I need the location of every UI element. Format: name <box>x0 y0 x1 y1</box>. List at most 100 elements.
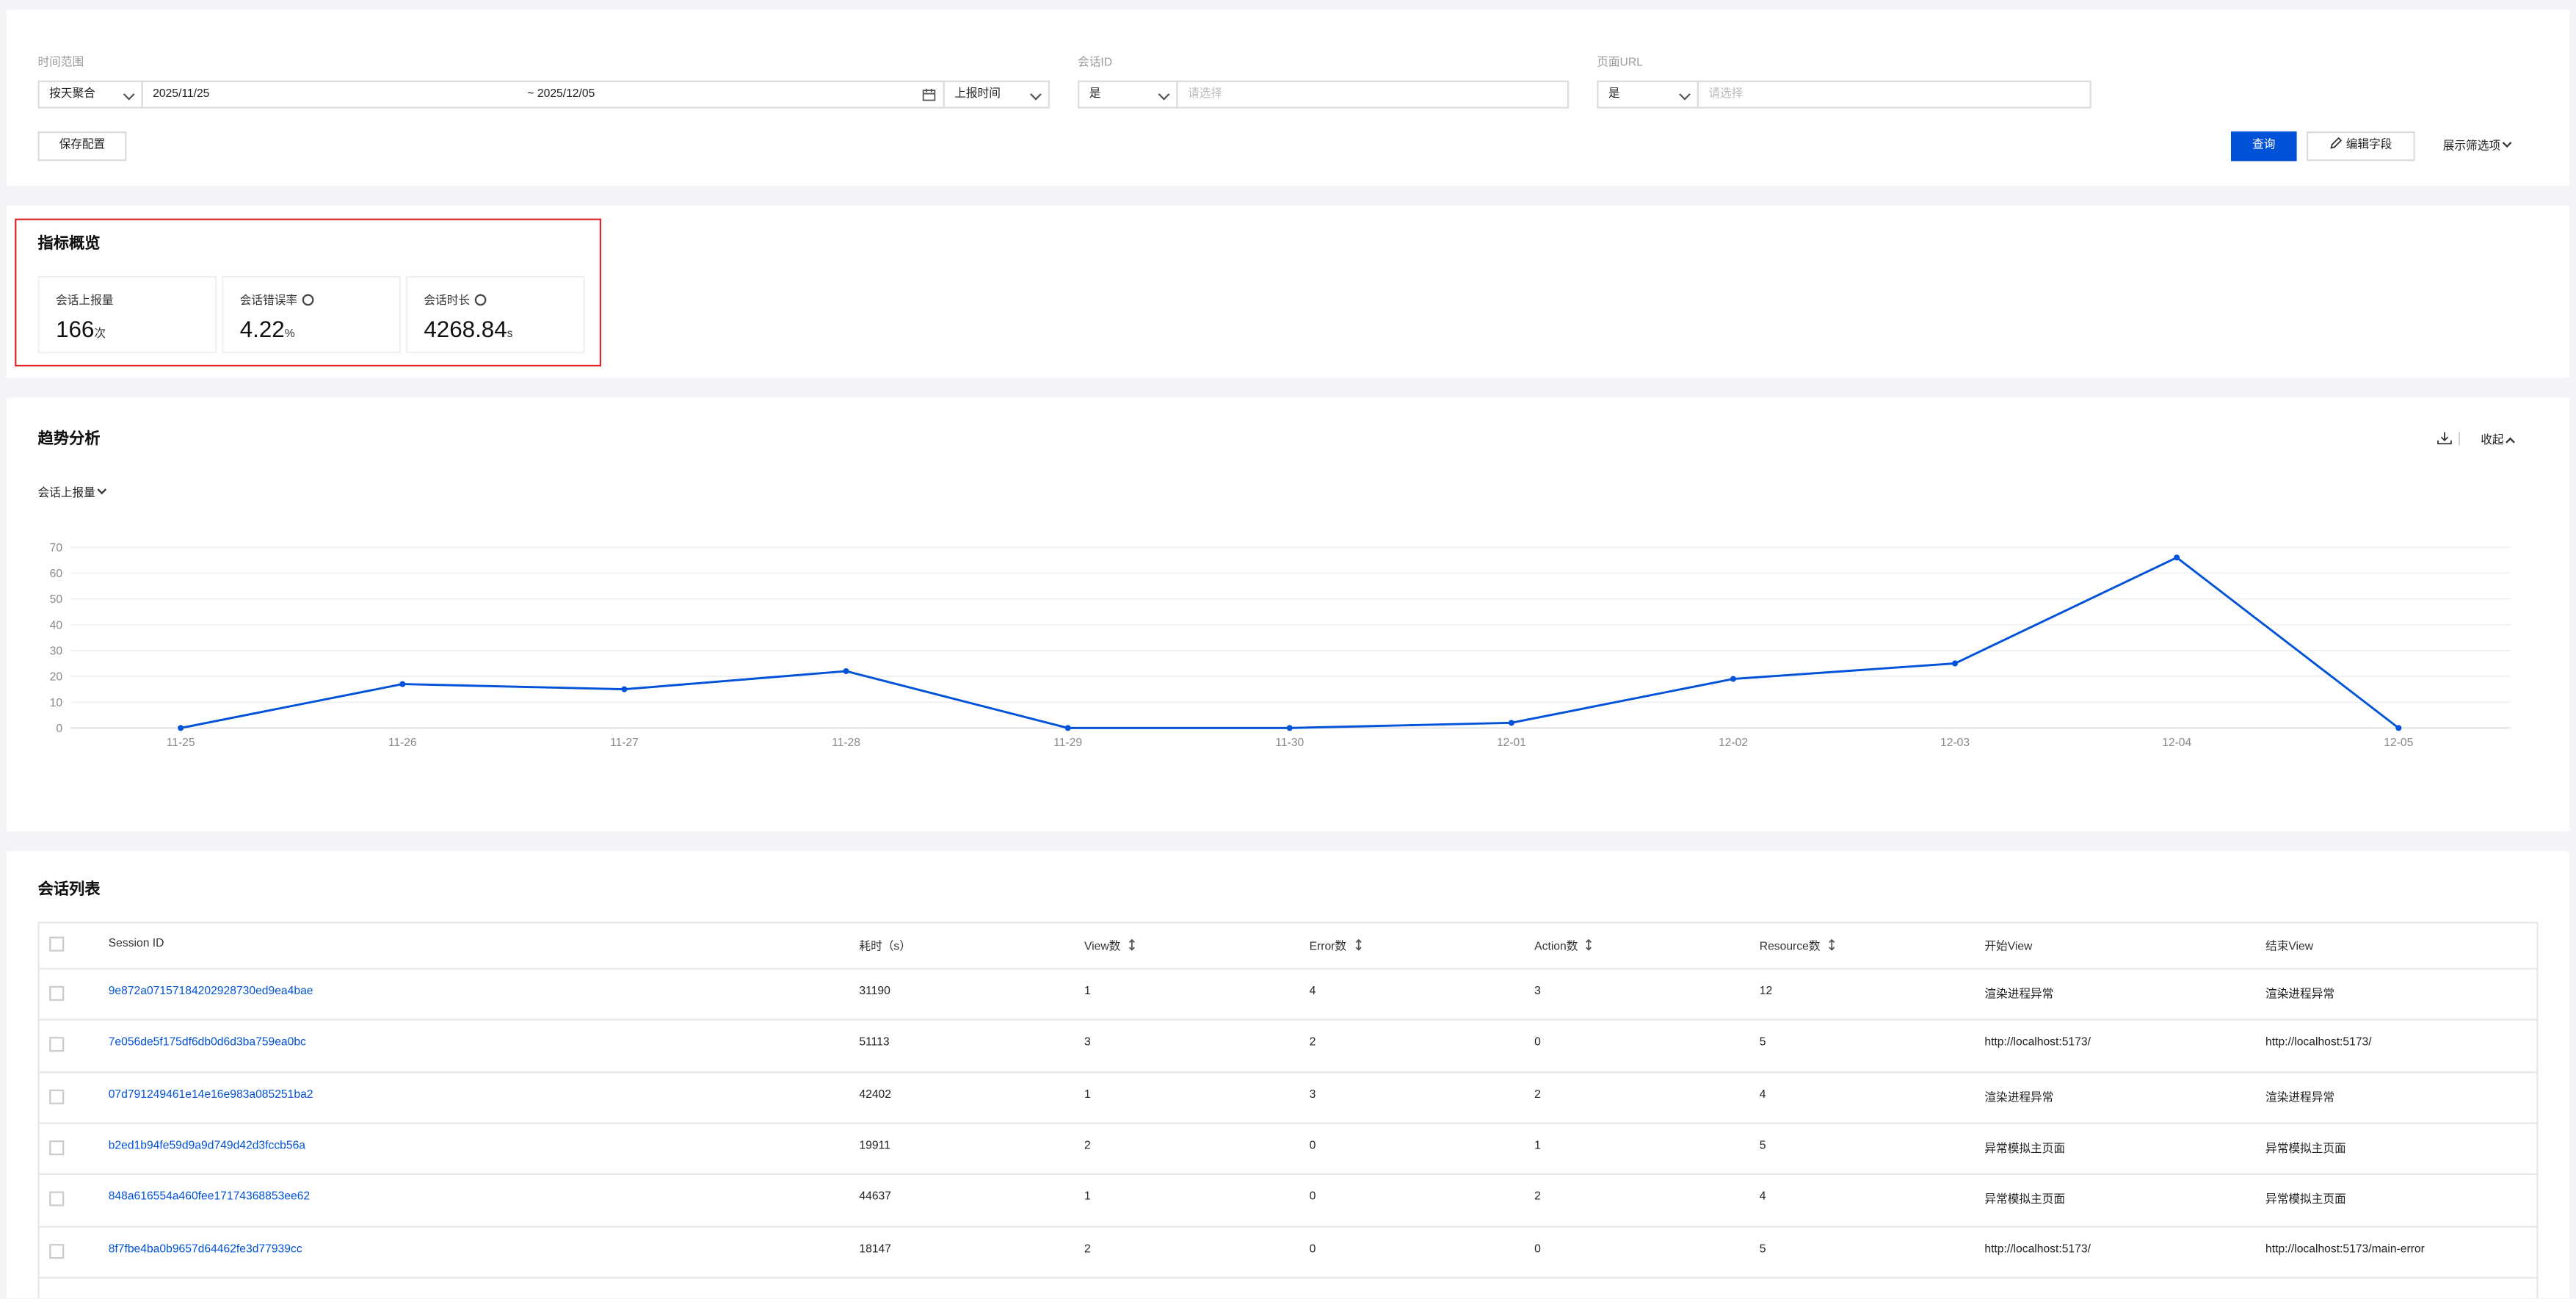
sort-icon[interactable] <box>1825 938 1838 952</box>
row-checkbox[interactable] <box>49 1242 65 1259</box>
placeholder: 请选择 <box>1187 88 1222 101</box>
column-header-text: 耗时（s） <box>859 941 911 953</box>
edit-fields-button[interactable]: 编辑字段 <box>2306 131 2415 162</box>
table-cell: 4 <box>1309 985 1316 998</box>
session-id-input[interactable]: 请选择 <box>1176 80 1570 109</box>
table-cell: 42402 <box>859 1088 891 1101</box>
y-tick-label: 10 <box>50 697 63 709</box>
info-icon[interactable] <box>474 294 487 306</box>
table-cell: 1 <box>1084 1088 1091 1101</box>
page-url-input[interactable]: 请选择 <box>1697 80 2091 109</box>
row-divider <box>37 1225 2539 1227</box>
column-header: 开始View <box>1984 938 2032 955</box>
row-divider <box>37 1122 2539 1124</box>
column-header-text: Resource数 <box>1759 941 1821 953</box>
select-all-checkbox[interactable] <box>49 936 65 952</box>
table-cell: 0 <box>1309 1140 1316 1152</box>
table-cell: 渲染进程异常 <box>1984 1092 2054 1104</box>
data-point <box>399 681 406 687</box>
info-icon[interactable] <box>302 294 314 306</box>
column-header: 耗时（s） <box>859 938 910 955</box>
y-tick-label: 40 <box>50 619 63 632</box>
table-cell: 5 <box>1759 1037 1766 1049</box>
sort-icon[interactable] <box>1352 938 1365 952</box>
session-link[interactable]: 7e056de5f175df6db0d6d3ba759ea0bc <box>108 1037 306 1049</box>
table-cell: 3 <box>1084 1037 1091 1049</box>
time-field-select[interactable]: 上报时间 <box>943 80 1051 109</box>
metric-label-text: 会话错误率 <box>239 295 298 308</box>
session-link[interactable]: 07d791249461e14e16e983a085251ba2 <box>108 1088 313 1101</box>
table-cell: 异常模拟主页面 <box>1984 1143 2066 1155</box>
row-checkbox[interactable] <box>49 1140 65 1155</box>
button-text: 展示筛选项 <box>2442 141 2501 153</box>
table-cell: 0 <box>1309 1191 1316 1204</box>
data-point <box>178 725 184 731</box>
row-checkbox[interactable] <box>49 1088 65 1104</box>
column-header-text: Session ID <box>108 938 164 950</box>
table-cell: 1 <box>1084 985 1091 998</box>
table-header-bg <box>39 923 2537 969</box>
session-link[interactable]: 8f7fbe4ba0b9657d64462fe3d77939cc <box>108 1242 302 1255</box>
metric-label: 会话上报量 <box>56 292 113 308</box>
filter-label: 页面URL <box>1597 57 1643 69</box>
column-header-text: 开始View <box>1984 941 2033 953</box>
button-text: 收起 <box>2481 435 2504 447</box>
placeholder: 请选择 <box>1708 88 1744 101</box>
table-cell: 2 <box>1534 1088 1541 1101</box>
table-cell: 0 <box>1534 1242 1541 1255</box>
table-cell: 5 <box>1759 1140 1766 1152</box>
collapse-button[interactable]: 收起 <box>2481 433 2515 449</box>
x-tick-label: 11-30 <box>1275 737 1304 749</box>
date-range-input[interactable]: 2025/11/25 ~ 2025/12/05 <box>141 80 945 109</box>
metric-unit: % <box>284 328 295 341</box>
row-checkbox[interactable] <box>49 985 65 1001</box>
table-cell: 18147 <box>859 1242 891 1255</box>
data-point <box>621 686 628 692</box>
table-cell: http://localhost:5173/ <box>1984 1037 2091 1049</box>
session-link[interactable]: 9e872a07157184202928730ed9ea4bae <box>108 985 313 998</box>
metric-select[interactable]: 会话上报量 <box>37 485 106 501</box>
column-header: View数 <box>1084 938 1139 955</box>
session-link[interactable]: b2ed1b94fe59d9a9d749d42d3fccb56a <box>108 1140 306 1152</box>
metric-value: 166次 <box>56 316 106 342</box>
x-tick-label: 12-05 <box>2384 737 2413 749</box>
filter-label: 会话ID <box>1078 57 1113 69</box>
show-filters-button[interactable]: 展示筛选项 <box>2442 138 2512 154</box>
data-point <box>2395 725 2402 731</box>
row-checkbox[interactable] <box>49 1037 65 1052</box>
data-point <box>1730 676 1736 682</box>
query-button[interactable]: 查询 <box>2231 131 2297 162</box>
table-cell: http://localhost:5173/main-error <box>2265 1242 2425 1255</box>
column-header-text: Action数 <box>1534 941 1578 953</box>
sort-icon[interactable] <box>1125 938 1139 952</box>
save-config-button[interactable]: 保存配置 <box>37 131 127 162</box>
column-header: 结束View <box>2265 938 2313 955</box>
metric-value: 4.22% <box>240 316 295 342</box>
table-cell: 4 <box>1759 1191 1766 1204</box>
row-checkbox[interactable] <box>49 1191 65 1207</box>
table-cell: 0 <box>1534 1037 1541 1049</box>
column-header-text: Error数 <box>1309 941 1347 953</box>
table-cell: 异常模拟主页面 <box>2265 1195 2346 1207</box>
table-cell: 5 <box>1759 1242 1766 1255</box>
metric-label: 会话错误率 <box>240 292 314 308</box>
table-cell: 2 <box>1084 1140 1091 1152</box>
filter-card <box>6 10 2570 186</box>
date-end-wrap: ~ 2025/12/05 <box>527 82 595 107</box>
metric-value: 4268.84s <box>424 316 512 342</box>
x-tick-label: 12-02 <box>1719 737 1748 749</box>
button-text: 编辑字段 <box>2345 140 2392 151</box>
table-cell: 3 <box>1309 1088 1316 1101</box>
table-cell: 44637 <box>859 1191 891 1204</box>
table-cell: 51113 <box>859 1037 890 1049</box>
session-link[interactable]: 848a616554a460fee17174368853ee62 <box>108 1191 311 1204</box>
sort-icon[interactable] <box>1583 938 1596 952</box>
row-divider <box>37 1019 2539 1021</box>
table-cell: 19911 <box>859 1140 890 1152</box>
x-tick-label: 11-28 <box>832 737 860 749</box>
y-tick-label: 70 <box>50 542 63 554</box>
download-icon[interactable] <box>2437 430 2466 446</box>
table-cell: 异常模拟主页面 <box>2265 1143 2346 1155</box>
